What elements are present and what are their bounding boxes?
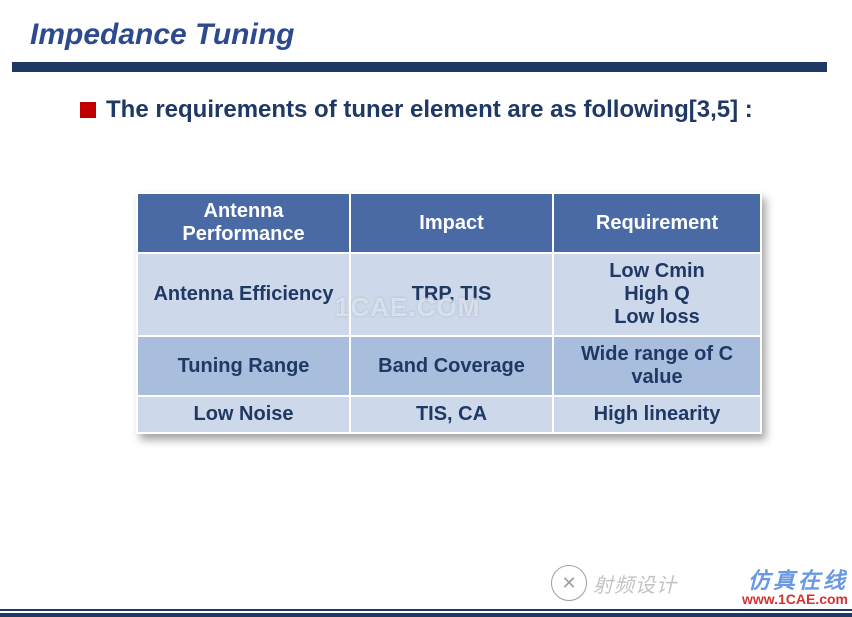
requirements-table-wrap: Antenna Performance Impact Requirement A…	[136, 192, 762, 434]
cell: Antenna Efficiency	[137, 253, 350, 336]
slide: Impedance Tuning The requirements of tun…	[0, 0, 852, 617]
faded-cn-text: 射频设计	[593, 569, 677, 598]
col-header-1: Impact	[350, 193, 553, 253]
cell: TIS, CA	[350, 396, 553, 433]
bullet-text: The requirements of tuner element are as…	[106, 96, 753, 124]
table-row: Tuning Range Band Coverage Wide range of…	[137, 336, 761, 396]
wechat-watermark-group: ✕ 射频设计	[551, 565, 677, 601]
table-body: Antenna Efficiency TRP, TIS Low CminHigh…	[137, 253, 761, 433]
cell: Low CminHigh QLow loss	[553, 253, 761, 336]
cell: TRP, TIS	[350, 253, 553, 336]
bullet-row: The requirements of tuner element are as…	[80, 96, 753, 124]
table-row: Low Noise TIS, CA High linearity	[137, 396, 761, 433]
cell: Low Noise	[137, 396, 350, 433]
title-underline	[12, 62, 827, 72]
col-header-2: Requirement	[553, 193, 761, 253]
wechat-icon: ✕	[551, 565, 587, 601]
cell: High linearity	[553, 396, 761, 433]
requirements-table: Antenna Performance Impact Requirement A…	[136, 192, 762, 434]
bottom-border-3	[0, 613, 852, 617]
brand-url: www.1CAE.com	[742, 592, 848, 607]
cn-brand-text: 仿真在线	[742, 569, 848, 593]
cell: Tuning Range	[137, 336, 350, 396]
table-row: Antenna Efficiency TRP, TIS Low CminHigh…	[137, 253, 761, 336]
table-head: Antenna Performance Impact Requirement	[137, 193, 761, 253]
cell: Band Coverage	[350, 336, 553, 396]
table-header-row: Antenna Performance Impact Requirement	[137, 193, 761, 253]
bottom-right-watermark: 仿真在线 www.1CAE.com	[742, 569, 848, 607]
cell: Wide range of C value	[553, 336, 761, 396]
bullet-marker	[80, 102, 96, 118]
col-header-0: Antenna Performance	[137, 193, 350, 253]
slide-title: Impedance Tuning	[30, 18, 294, 52]
